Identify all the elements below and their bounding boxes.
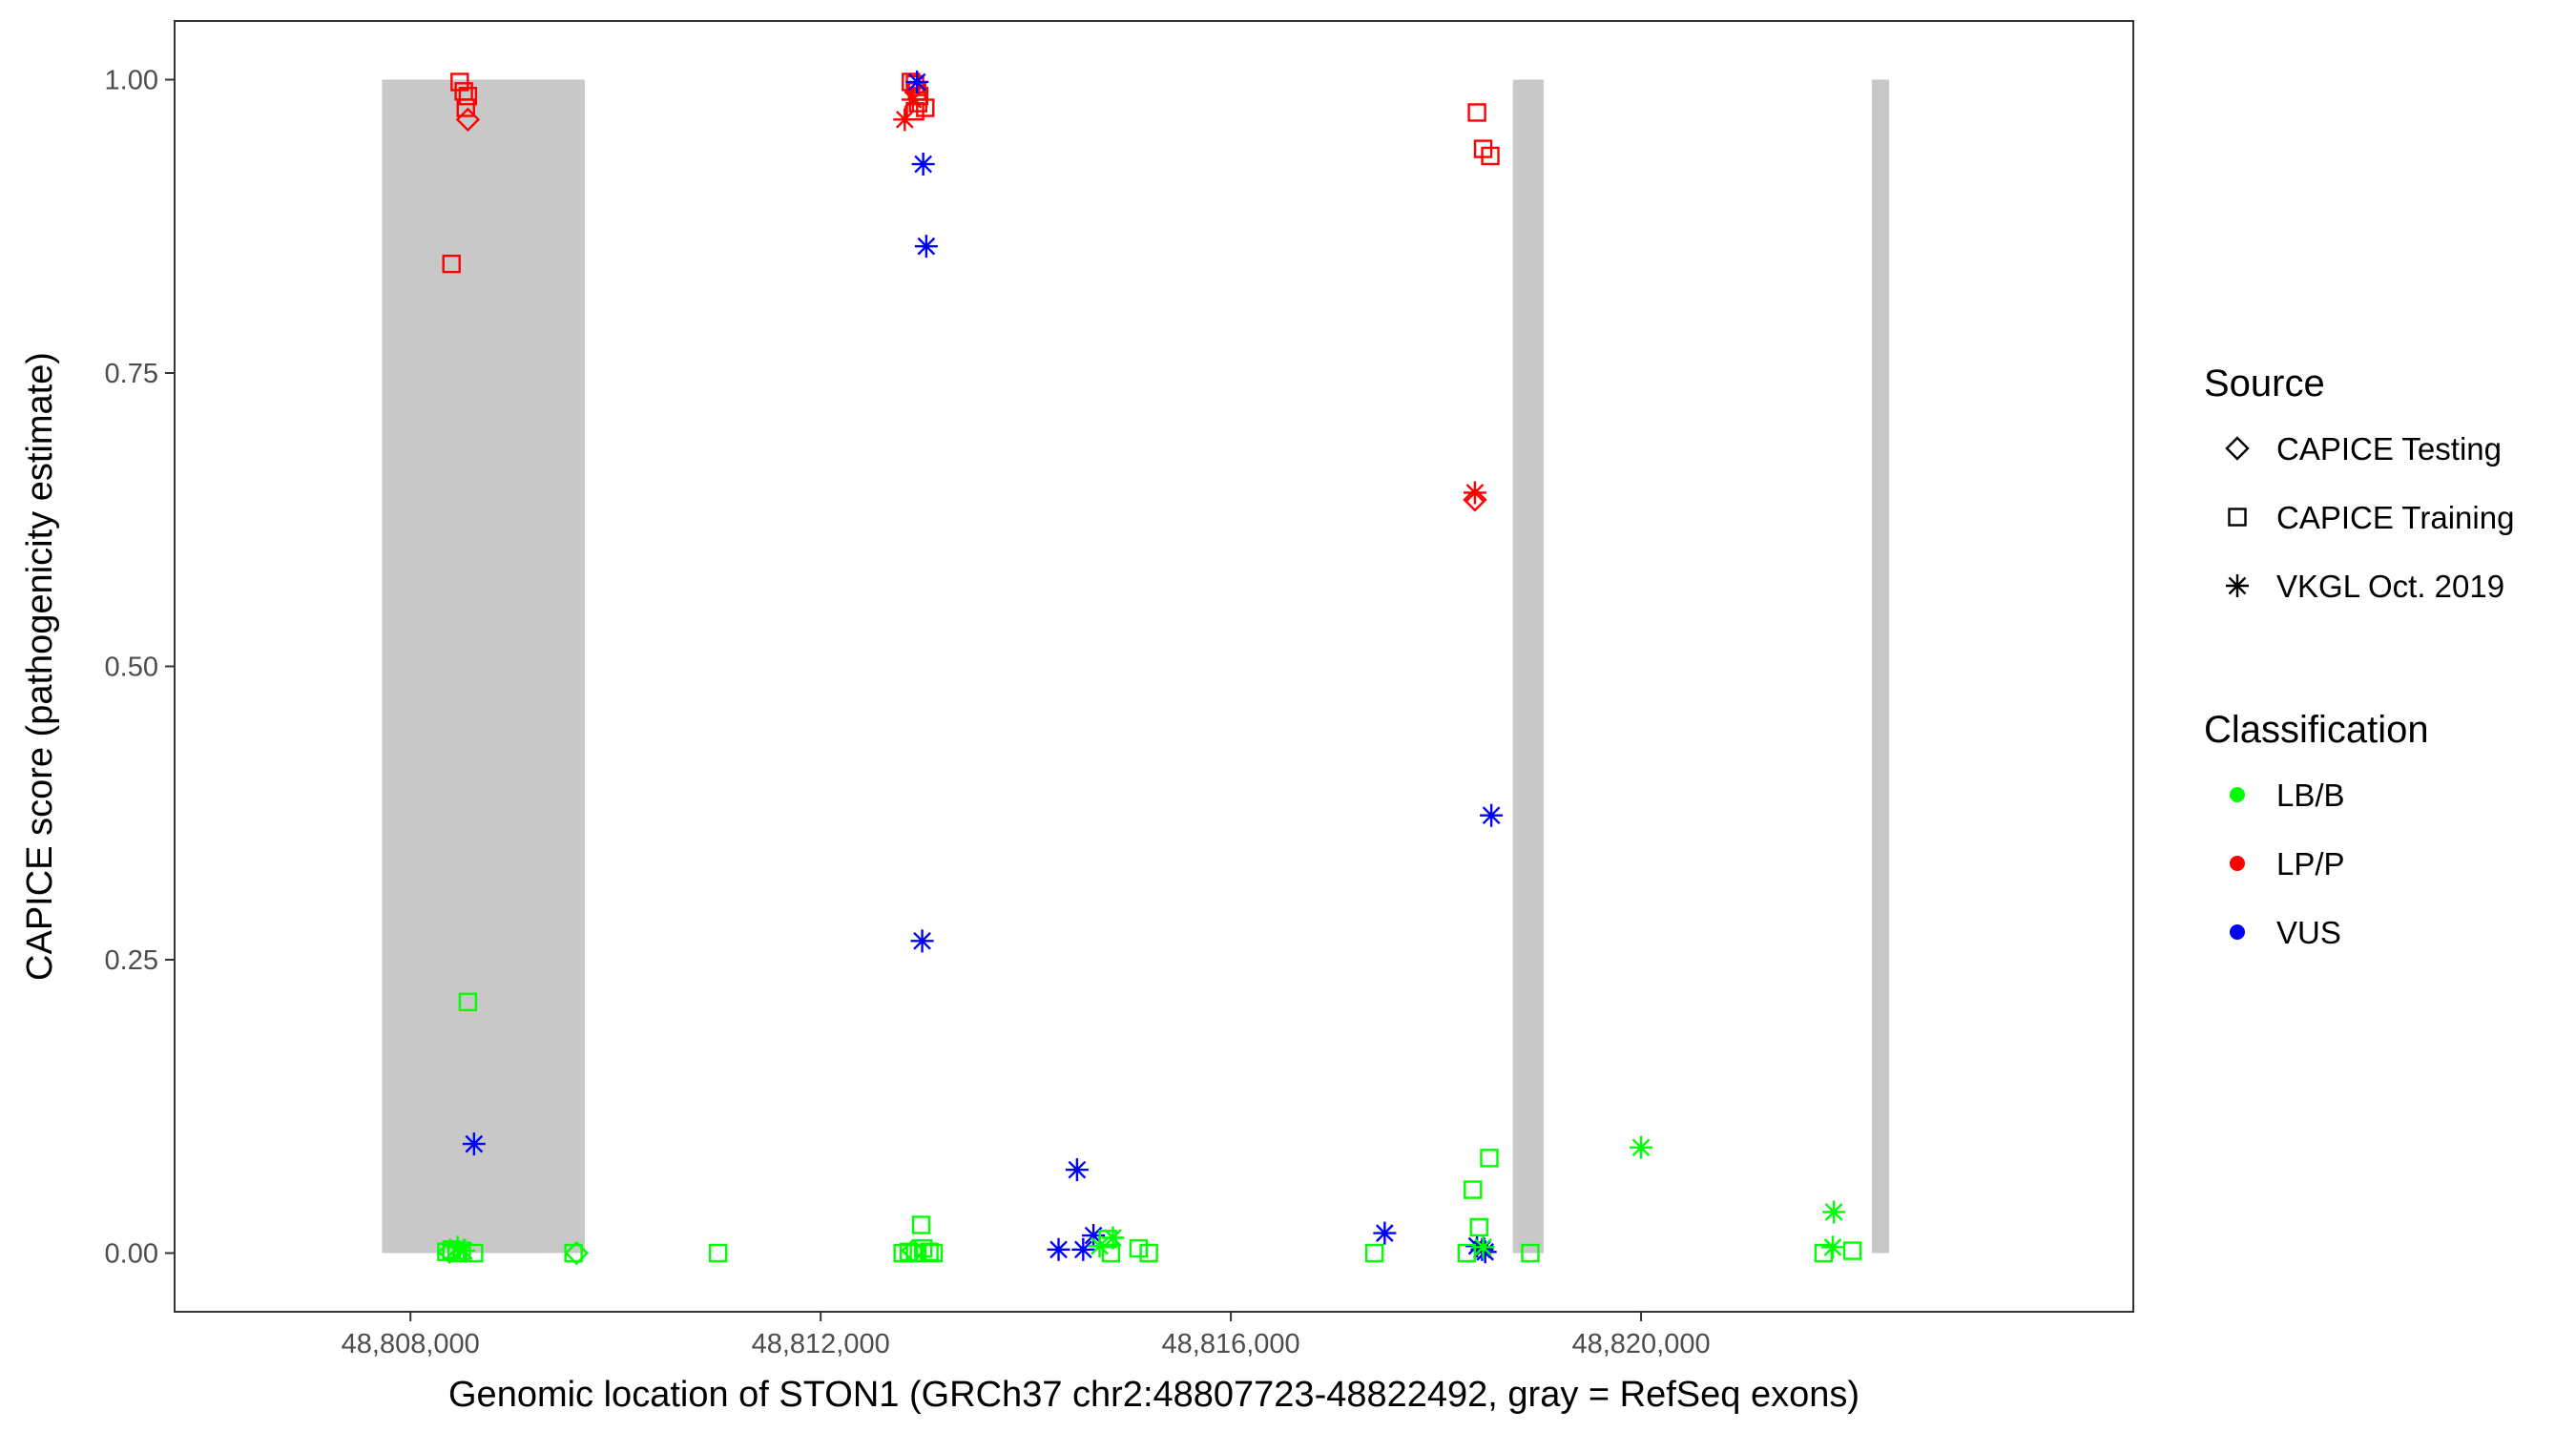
point-lb-b-32: [1471, 1235, 1495, 1259]
point-lb-b-23: [1098, 1230, 1117, 1249]
point-lb-b-1: [458, 992, 478, 1011]
exon-3: [1871, 79, 1890, 1254]
point-vus-8: [1071, 1237, 1095, 1261]
point-lb-b-33: [1521, 1243, 1540, 1263]
x-tick-label-0: 48,808,000: [342, 1329, 480, 1359]
point-lb-b-25: [1129, 1238, 1149, 1258]
y-tick-label-4: 1.00: [105, 66, 158, 96]
point-layer: [437, 70, 1862, 1266]
point-lp-p-6: [442, 254, 461, 274]
y-axis: 0.00 0.25 0.50 0.75 1.00: [105, 66, 175, 1270]
x-tick-label-3: 48,820,000: [1571, 1329, 1710, 1359]
point-lb-b-31: [1480, 1149, 1499, 1168]
legend-source-key-2: [2228, 508, 2247, 527]
x-axis: 48,808,000 48,812,000 48,816,000 48,820,000: [342, 1312, 1711, 1359]
legend-class-key-1: [2230, 787, 2245, 802]
x-axis-title: Genomic location of STON1 (GRCh37 chr2:4…: [448, 1375, 1859, 1415]
legend-source-key-1: [2225, 436, 2250, 461]
point-lp-p-19: [1463, 481, 1486, 505]
point-lb-b-22: [1101, 1226, 1125, 1250]
y-tick-label-1: 0.25: [105, 945, 158, 976]
y-tick-label-2: 0.50: [105, 653, 158, 683]
y-tick-label-3: 0.75: [105, 359, 158, 389]
exon-1: [382, 79, 585, 1254]
point-lb-b-16: [911, 1215, 931, 1234]
point-lp-p-14: [893, 108, 917, 132]
point-lb-b-28: [1457, 1243, 1477, 1263]
legend-class-key-3: [2230, 924, 2245, 940]
x-tick-label-2: 48,816,000: [1162, 1329, 1300, 1359]
point-lb-b-30: [1469, 1217, 1488, 1237]
point-lb-b-29: [1464, 1180, 1483, 1199]
point-lb-b-34: [1630, 1135, 1653, 1159]
point-lb-b-27: [1364, 1243, 1384, 1263]
point-vus-1: [905, 70, 929, 93]
point-lb-b-36: [1821, 1235, 1845, 1259]
legend-classification-title: Classification: [2204, 709, 2429, 751]
legend: Source CAPICE Testing CAPICE Training VKGL…: [2204, 363, 2514, 950]
point-lp-p-20: [1463, 487, 1487, 512]
point-lb-b-24: [1101, 1243, 1121, 1263]
point-vus-2: [911, 153, 935, 176]
exon-layer: [382, 79, 1890, 1254]
point-vus-14: [1473, 1240, 1497, 1264]
legend-class-key-2: [2230, 856, 2245, 871]
legend-class-label-3: VUS: [2276, 915, 2341, 950]
point-vus-4: [910, 929, 934, 953]
point-lb-b-17: [913, 1238, 933, 1258]
point-lb-b-8: [452, 1239, 476, 1263]
point-lb-b-20: [901, 1238, 925, 1263]
point-lp-p-12: [916, 98, 935, 117]
point-vus-5: [462, 1132, 486, 1156]
point-vus-3: [914, 235, 938, 259]
point-vus-6: [1047, 1237, 1070, 1261]
point-lb-b-26: [1139, 1243, 1158, 1263]
point-lp-p-4: [456, 98, 475, 117]
x-tick-label-1: 48,812,000: [752, 1329, 890, 1359]
legend-source-key-3: [2226, 574, 2249, 597]
point-lb-b-11: [564, 1240, 590, 1266]
legend-source-title: Source: [2204, 363, 2325, 404]
point-lb-b-13: [893, 1243, 912, 1263]
point-lp-p-18: [1481, 146, 1500, 166]
point-lp-p-15: [901, 88, 924, 112]
point-vus-9: [1082, 1224, 1106, 1248]
y-axis-title: CAPICE score (pathogenicity estimate): [20, 352, 60, 981]
legend-source-label-2: CAPICE Training: [2276, 500, 2514, 535]
point-lb-b-7: [446, 1235, 469, 1259]
legend-class-label-2: LP/P: [2276, 846, 2345, 881]
point-lb-b-9: [437, 1239, 462, 1264]
point-vus-11: [1480, 803, 1504, 827]
legend-source-label-3: VKGL Oct. 2019: [2276, 569, 2504, 604]
exon-2: [1512, 79, 1544, 1254]
point-lb-b-38: [1842, 1241, 1862, 1260]
point-lb-b-12: [708, 1243, 728, 1263]
point-lb-b-19: [924, 1243, 944, 1263]
point-lp-p-3: [458, 87, 478, 106]
y-tick-label-0: 0.00: [105, 1239, 158, 1270]
point-vus-10: [1373, 1221, 1397, 1245]
legend-classification-items: LB/B LP/P VUS: [2230, 778, 2345, 950]
legend-source-items: CAPICE Testing CAPICE Training VKGL Oct. 2…: [2225, 431, 2514, 604]
legend-source-label-1: CAPICE Testing: [2276, 431, 2502, 467]
point-lp-p-5: [455, 107, 481, 133]
point-lp-p-16: [1467, 103, 1486, 122]
point-lb-b-37: [1822, 1200, 1846, 1224]
legend-class-label-1: LB/B: [2276, 778, 2345, 813]
point-vus-7: [1065, 1158, 1089, 1182]
